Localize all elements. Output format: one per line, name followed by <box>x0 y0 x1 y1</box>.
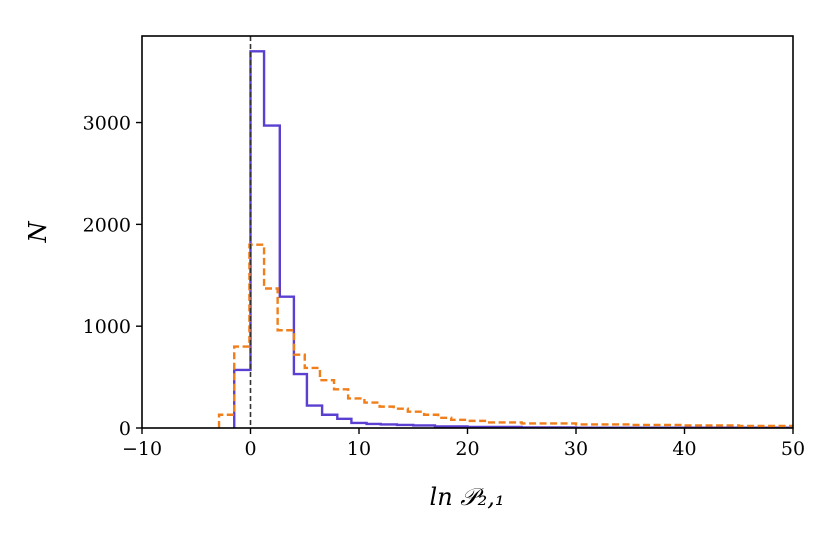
y-tick-label: 1000 <box>83 316 131 338</box>
y-tick-label: 3000 <box>83 113 131 135</box>
x-tick-label: 40 <box>672 438 696 460</box>
x-tick-label: 0 <box>244 438 256 460</box>
plot-clip-group <box>217 36 793 428</box>
x-tick-label: 30 <box>564 438 588 460</box>
x-tick-label: −10 <box>122 438 162 460</box>
x-tick-label: 20 <box>455 438 479 460</box>
x-tick-label: 50 <box>781 438 805 460</box>
histogram-series-2 <box>217 243 793 428</box>
y-axis-label: N <box>24 221 52 244</box>
histogram-series-1 <box>233 50 793 428</box>
x-tick-label: 10 <box>347 438 371 460</box>
y-tick-label: 2000 <box>83 214 131 236</box>
plot-area <box>217 36 793 428</box>
y-tick-label: 0 <box>119 418 131 440</box>
x-axis-label: ln 𝒫₂,₁ <box>430 483 505 511</box>
